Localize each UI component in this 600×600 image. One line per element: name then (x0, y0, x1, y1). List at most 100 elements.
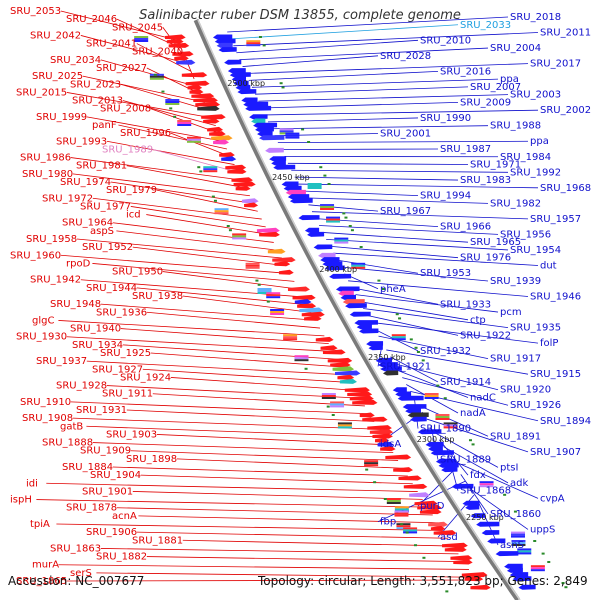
right-gene-label: pheA (380, 284, 406, 295)
left-leader-line (96, 572, 475, 578)
right-gene-label: SRU_2003 (510, 90, 561, 101)
left-gene-label: SRU_1908 (22, 413, 73, 424)
feature-color-bar (396, 525, 411, 528)
reverse-gene-arrow (441, 467, 458, 473)
genome-backbone-highlight (197, 19, 521, 600)
forward-gene-arrow (334, 370, 361, 376)
right-leader-line (434, 432, 499, 468)
forward-gene-arrow (362, 416, 388, 422)
right-leader-line (351, 287, 439, 305)
right-leader-line (248, 70, 439, 81)
left-gene-label: SRU_1940 (70, 324, 121, 335)
left-leader-line (58, 564, 469, 570)
forward-gene-arrow (297, 303, 317, 309)
feature-color-bar (479, 483, 494, 486)
forward-gene-arrow (278, 269, 294, 275)
left-leader-line (132, 246, 287, 267)
feature-color-bar (186, 136, 201, 139)
feature-color-bar (232, 237, 247, 240)
reverse-gene-arrow (249, 114, 268, 120)
feature-color-bar (177, 124, 192, 126)
feature-color-bar (364, 464, 379, 467)
right-gene-label: nadA (460, 408, 486, 419)
right-gene-label: ppa (500, 74, 519, 85)
feature-color-bar (149, 73, 164, 76)
feature-color-bar (270, 313, 285, 315)
left-gene-label: SRU_1979 (106, 185, 157, 196)
left-leader-line (60, 10, 177, 41)
forward-gene-arrow (168, 42, 190, 48)
green-tick (257, 283, 261, 286)
left-gene-label: SRU_1925 (100, 348, 151, 359)
reverse-gene-arrow (435, 458, 457, 464)
feature-color-bar (165, 99, 180, 101)
forward-gene-arrow (233, 181, 256, 187)
reverse-gene-arrow (402, 404, 427, 410)
right-gene-label: SRU_2016 (440, 66, 491, 77)
right-leader-line (394, 363, 499, 391)
forward-gene-arrow (315, 336, 334, 342)
right-gene-label: SRU_1890 (420, 424, 471, 435)
reverse-gene-arrow (354, 320, 378, 326)
feature-color-bar (266, 296, 281, 299)
feature-color-bar (530, 565, 545, 568)
left-gene-label: SRU_2053 (10, 6, 61, 17)
feature-color-bar (165, 101, 180, 103)
feature-color-bar (403, 529, 418, 532)
feature-color-bar (517, 552, 532, 555)
right-gene-label: SRU_1935 (510, 323, 561, 334)
feature-color-bar (330, 403, 345, 406)
right-leader-line (326, 238, 509, 251)
reverse-gene-arrow (313, 244, 333, 250)
gene-feature-track (134, 34, 568, 593)
right-gene-label: SRU_2033 (460, 20, 511, 31)
right-gene-label: SRU_1987 (440, 144, 491, 155)
feature-color-bar (364, 462, 379, 465)
left-leader-line (92, 442, 394, 454)
right-gene-label: SRU_1957 (530, 214, 581, 225)
right-leader-line (322, 232, 469, 243)
left-gene-label: SRU_1999 (36, 112, 87, 123)
left-gene-label: aspS (90, 226, 114, 237)
right-gene-label: SRU_1968 (540, 183, 591, 194)
reverse-gene-arrow (465, 504, 480, 510)
feature-color-bar (232, 233, 247, 236)
forward-gene-arrow (327, 357, 353, 363)
left-leader-line (146, 214, 270, 236)
reverse-gene-arrow (345, 303, 367, 309)
right-leader-line (398, 370, 469, 398)
left-leader-line (152, 149, 239, 173)
reverse-gene-arrow (512, 576, 532, 582)
right-gene-label: idsA (380, 439, 401, 450)
right-gene-label: uppS (530, 524, 555, 535)
right-leader-line (245, 63, 529, 74)
left-leader-line (182, 295, 312, 313)
feature-color-bar (394, 508, 409, 511)
forward-gene-arrow (337, 374, 355, 380)
reverse-gene-arrow (392, 387, 407, 393)
feature-color-bar (177, 120, 192, 122)
feature-color-bar (134, 40, 149, 42)
forward-gene-arrow (470, 584, 491, 590)
feature-color-bar (283, 338, 298, 341)
green-tick (365, 468, 369, 471)
left-leader-line (80, 35, 188, 64)
right-gene-label: nadC (470, 392, 496, 403)
green-tick (279, 82, 283, 85)
forward-gene-arrow (359, 412, 375, 418)
feature-color-bar (391, 338, 406, 341)
right-leader-line (267, 117, 419, 123)
right-gene-label: SRU_1971 (470, 160, 521, 171)
right-leader-line (227, 16, 509, 33)
green-tick (541, 552, 545, 555)
feature-color-bar (435, 418, 450, 420)
forward-gene-arrow (164, 34, 186, 40)
forward-gene-arrow (377, 441, 394, 447)
right-leader-line (386, 349, 529, 375)
right-gene-label: ptsI (500, 462, 518, 473)
right-gene-label: SRU_2011 (540, 28, 591, 39)
right-leader-line (402, 377, 509, 406)
left-leader-line (150, 352, 343, 368)
green-tick (226, 225, 230, 227)
